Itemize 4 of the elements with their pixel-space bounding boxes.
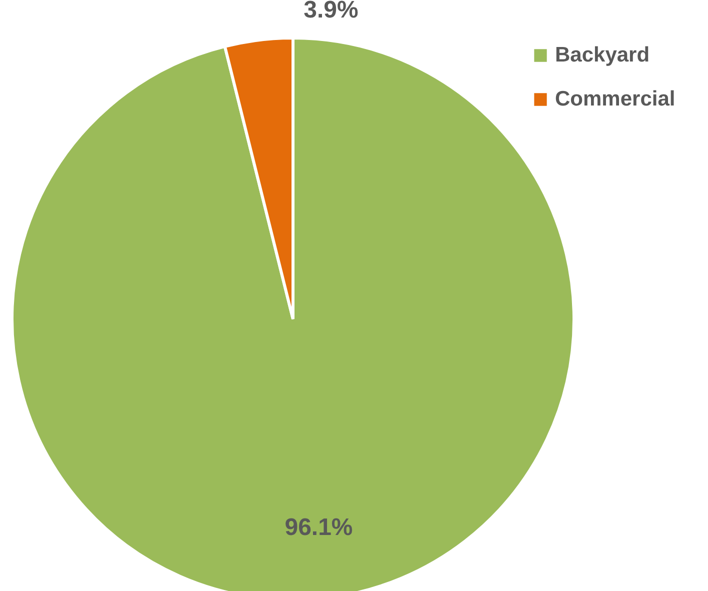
legend-label: Commercial <box>555 88 676 110</box>
legend-label: Backyard <box>555 44 650 66</box>
data-label: 3.9% <box>304 0 358 24</box>
data-label: 96.1% <box>284 514 353 542</box>
